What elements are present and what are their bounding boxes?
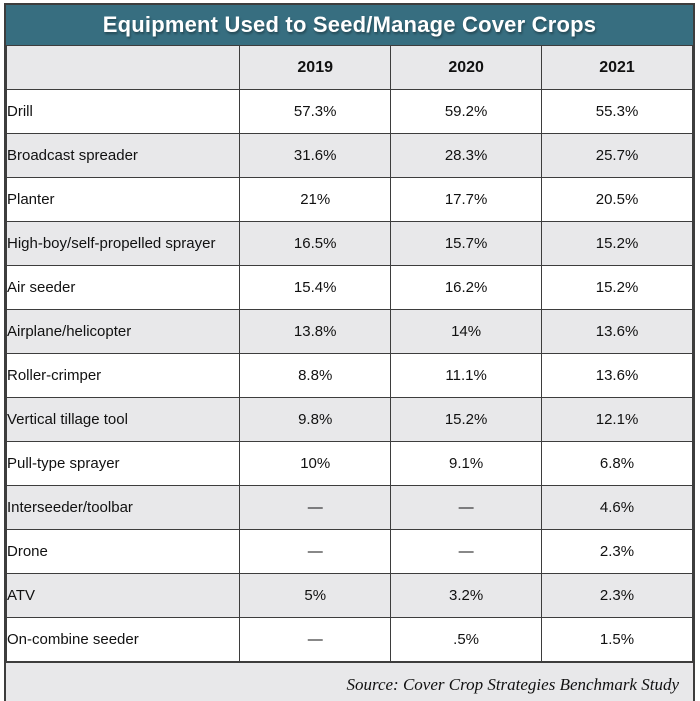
- source-text: Source: Cover Crop Strategies Benchmark …: [346, 675, 679, 694]
- table-row: ATV 5% 3.2% 2.3%: [5, 573, 693, 618]
- table-body: Drill 57.3% 59.2% 55.3% Broadcast spreader 31…: [5, 89, 693, 662]
- row-value: 13.8%: [239, 309, 392, 354]
- row-value: —: [390, 485, 543, 530]
- column-header-2021: 2021: [541, 45, 693, 90]
- row-value: 9.1%: [390, 441, 543, 486]
- row-value: 28.3%: [390, 133, 543, 178]
- table-row: Vertical tillage tool 9.8% 15.2% 12.1%: [5, 397, 693, 442]
- row-label: Broadcast spreader: [5, 133, 241, 178]
- row-value: 20.5%: [541, 177, 693, 222]
- row-value: 13.6%: [541, 353, 693, 398]
- row-value: 3.2%: [390, 573, 543, 618]
- row-value: 13.6%: [541, 309, 693, 354]
- row-value: —: [390, 529, 543, 574]
- row-label: Drill: [5, 89, 241, 134]
- row-label: Roller-crimper: [5, 353, 241, 398]
- table-row: Drill 57.3% 59.2% 55.3%: [5, 89, 693, 134]
- row-label: Drone: [5, 529, 241, 574]
- row-value: —: [239, 617, 392, 662]
- table-row: Broadcast spreader 31.6% 28.3% 25.7%: [5, 133, 693, 178]
- table-title-bar: Equipment Used to Seed/Manage Cover Crop…: [6, 5, 693, 45]
- row-value: 4.6%: [541, 485, 693, 530]
- column-header-2020: 2020: [390, 45, 543, 90]
- table-row: Drone — —2.3%: [5, 529, 693, 574]
- row-value: 16.2%: [390, 265, 543, 310]
- row-value: 10%: [239, 441, 392, 486]
- row-value: 15.2%: [541, 265, 693, 310]
- row-value: 15.2%: [390, 397, 543, 442]
- row-value: 1.5%: [541, 617, 693, 662]
- row-value: 5%: [239, 573, 392, 618]
- row-value: 57.3%: [239, 89, 392, 134]
- row-value: 11.1%: [390, 353, 543, 398]
- source-bar: Source: Cover Crop Strategies Benchmark …: [6, 662, 693, 701]
- row-value: 16.5%: [239, 221, 392, 266]
- column-header-2019: 2019: [239, 45, 392, 90]
- row-value: 17.7%: [390, 177, 543, 222]
- row-label: Interseeder/toolbar: [5, 485, 241, 530]
- row-label: High-boy/self-propelled sprayer: [5, 221, 241, 266]
- row-value: 6.8%: [541, 441, 693, 486]
- row-value: 55.3%: [541, 89, 693, 134]
- table-row: On-combine seeder — .5% 1.5%: [5, 617, 693, 662]
- row-value: 15.7%: [390, 221, 543, 266]
- row-label: Planter: [5, 177, 241, 222]
- row-label: Vertical tillage tool: [5, 397, 241, 442]
- row-value: 15.4%: [239, 265, 392, 310]
- row-value: 12.1%: [541, 397, 693, 442]
- row-value: 8.8%: [239, 353, 392, 398]
- row-value: 15.2%: [541, 221, 693, 266]
- row-value: 21%: [239, 177, 392, 222]
- row-value: —: [239, 485, 392, 530]
- table-row: High-boy/self-propelled sprayer 16.5% 15.7…: [5, 221, 693, 266]
- equipment-table: 2019 2020 2021 Drill 57.3% 59.2% 55.3% Broad…: [5, 45, 693, 662]
- table-row: Interseeder/toolbar — —4.6%: [5, 485, 693, 530]
- table-title: Equipment Used to Seed/Manage Cover Crop…: [102, 12, 597, 37]
- equipment-table-card: Equipment Used to Seed/Manage Cover Crop…: [4, 3, 695, 701]
- row-value: 59.2%: [390, 89, 543, 134]
- row-value: 25.7%: [541, 133, 693, 178]
- column-header-row: 2019 2020 2021: [5, 45, 693, 90]
- row-label: On-combine seeder: [5, 617, 241, 662]
- row-value: .5%: [390, 617, 543, 662]
- table-row: Pull-type sprayer 10% 9.1% 6.8%: [5, 441, 693, 486]
- row-value: 9.8%: [239, 397, 392, 442]
- row-label: Pull-type sprayer: [5, 441, 241, 486]
- table-row: Planter 21% 17.7% 20.5%: [5, 177, 693, 222]
- table-row: Air seeder 15.4% 16.2% 15.2%: [5, 265, 693, 310]
- row-value: 31.6%: [239, 133, 392, 178]
- table-row: Roller-crimper 8.8% 11.1% 13.6%: [5, 353, 693, 398]
- row-label: Air seeder: [5, 265, 241, 310]
- row-value: 2.3%: [541, 529, 693, 574]
- row-value: 2.3%: [541, 573, 693, 618]
- row-value: 14%: [390, 309, 543, 354]
- row-label: ATV: [5, 573, 241, 618]
- row-value: —: [239, 529, 392, 574]
- column-header-blank: [5, 45, 241, 90]
- table-row: Airplane/helicopter 13.8% 14% 13.6%: [5, 309, 693, 354]
- row-label: Airplane/helicopter: [5, 309, 241, 354]
